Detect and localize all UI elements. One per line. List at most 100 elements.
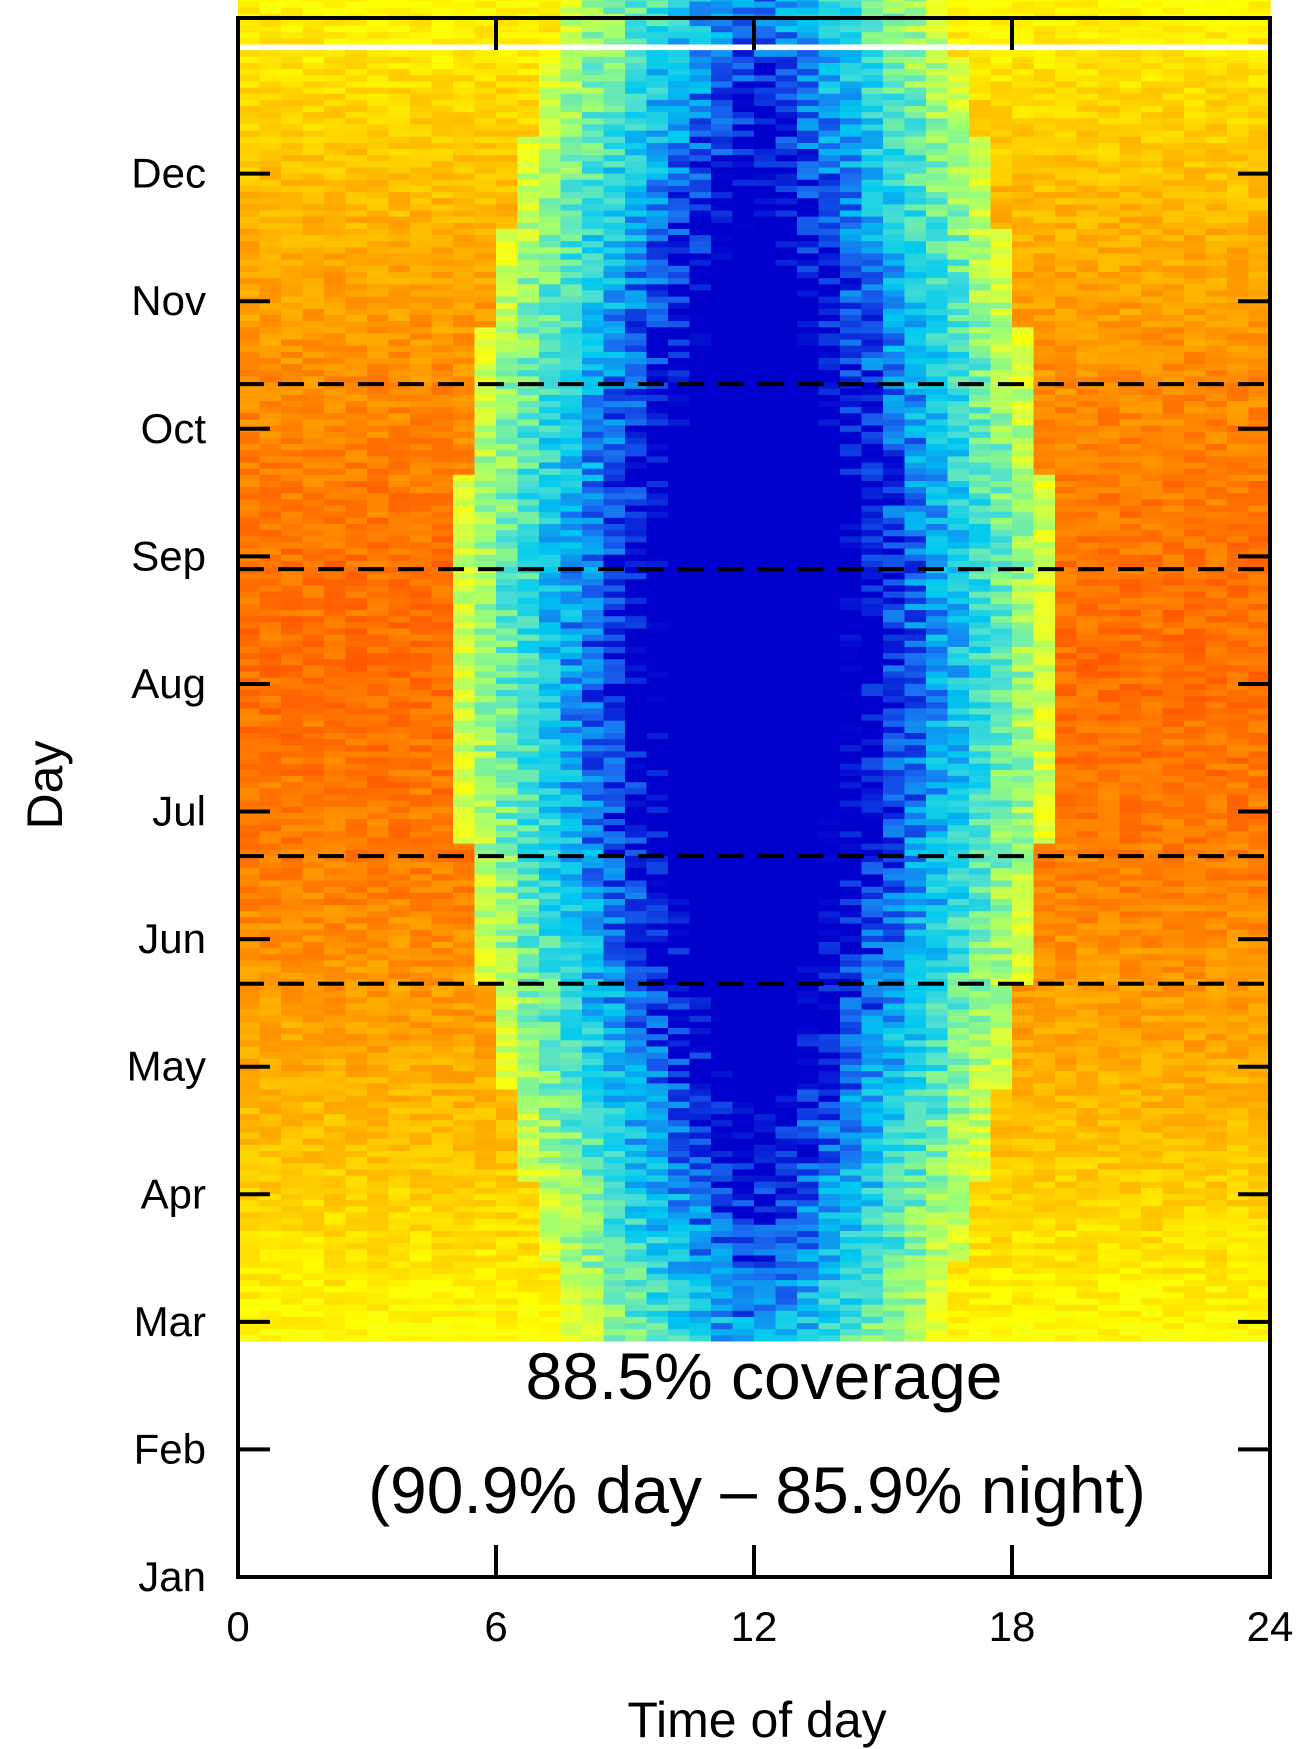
heatmap-cell xyxy=(1141,1052,1164,1059)
heatmap-cell xyxy=(1055,1334,1078,1342)
heatmap-cell xyxy=(324,1082,347,1090)
heatmap-cell xyxy=(861,1211,884,1219)
heatmap-cell xyxy=(1141,941,1164,949)
heatmap-cell xyxy=(345,966,368,973)
heatmap-cell xyxy=(517,701,540,709)
heatmap-cell xyxy=(1033,929,1056,936)
heatmap-cell xyxy=(969,1316,992,1324)
heatmap-cell xyxy=(840,720,863,727)
heatmap-cell xyxy=(646,1082,669,1090)
heatmap-cell xyxy=(238,953,261,961)
heatmap-cell xyxy=(1205,1070,1228,1078)
heatmap-cell xyxy=(668,843,691,850)
heatmap-cell xyxy=(689,861,712,869)
heatmap-cell xyxy=(668,923,691,930)
heatmap-cell xyxy=(1184,1285,1207,1293)
heatmap-cell xyxy=(1184,1224,1207,1231)
heatmap-cell xyxy=(603,750,626,758)
heatmap-cell xyxy=(969,1015,992,1022)
heatmap-cell xyxy=(1248,1039,1271,1047)
heatmap-cell xyxy=(1119,1107,1142,1115)
heatmap-cell xyxy=(302,1193,325,1201)
heatmap-cell xyxy=(711,1150,734,1158)
heatmap-cell xyxy=(1119,707,1142,715)
heatmap-cell xyxy=(775,996,798,1004)
heatmap-cell xyxy=(1227,996,1250,1004)
heatmap-cell xyxy=(689,972,712,979)
heatmap-cell xyxy=(797,867,820,875)
heatmap-cell xyxy=(388,861,411,869)
heatmap-cell xyxy=(883,1119,906,1127)
heatmap-cell xyxy=(818,843,841,850)
heatmap-cell xyxy=(1162,701,1185,709)
heatmap-cell xyxy=(1119,892,1142,899)
heatmap-cell xyxy=(861,707,884,715)
heatmap-cell xyxy=(238,738,261,746)
heatmap-cell xyxy=(947,750,970,758)
heatmap-cell xyxy=(539,1107,562,1115)
heatmap-cell xyxy=(926,1144,949,1151)
heatmap-cell xyxy=(818,1328,841,1336)
heatmap-cell xyxy=(969,1039,992,1047)
heatmap-cell xyxy=(431,1334,454,1342)
heatmap-cell xyxy=(1076,800,1099,807)
heatmap-cell xyxy=(496,1009,519,1016)
heatmap-cell xyxy=(1227,707,1250,715)
heatmap-cell xyxy=(453,904,476,912)
heatmap-cell xyxy=(1141,781,1164,789)
heatmap-cell xyxy=(732,806,755,813)
heatmap-cell xyxy=(410,873,433,881)
heatmap-cell xyxy=(775,843,798,850)
heatmap-cell xyxy=(904,1082,927,1090)
heatmap-cell xyxy=(302,763,325,770)
heatmap-cell xyxy=(689,1254,712,1262)
heatmap-cell xyxy=(1055,1304,1078,1311)
heatmap-cell xyxy=(1227,1175,1250,1182)
heatmap-cell xyxy=(969,916,992,924)
heatmap-cell xyxy=(711,1199,734,1207)
heatmap-cell xyxy=(775,1304,798,1311)
heatmap-cell xyxy=(1184,1058,1207,1065)
heatmap-cell xyxy=(603,1162,626,1170)
heatmap-cell xyxy=(1162,959,1185,967)
heatmap-cell xyxy=(904,929,927,936)
heatmap-cell xyxy=(797,923,820,930)
heatmap-cell xyxy=(1076,750,1099,758)
heatmap-cell xyxy=(324,1162,347,1170)
heatmap-cell xyxy=(969,812,992,819)
heatmap-cell xyxy=(431,1205,454,1213)
heatmap-cell xyxy=(281,873,304,881)
heatmap-cell xyxy=(947,1144,970,1151)
heatmap-cell xyxy=(818,824,841,832)
heatmap-cell xyxy=(388,1009,411,1016)
heatmap-cell xyxy=(1227,1052,1250,1059)
heatmap-cell xyxy=(238,1224,261,1231)
heatmap-cell xyxy=(969,1132,992,1139)
heatmap-cell xyxy=(474,830,497,838)
heatmap-cell xyxy=(560,1125,583,1133)
heatmap-cell xyxy=(840,806,863,813)
heatmap-cell xyxy=(947,738,970,746)
heatmap-cell xyxy=(560,1002,583,1010)
heatmap-cell xyxy=(1076,775,1099,783)
heatmap-cell xyxy=(947,1076,970,1084)
heatmap-cell xyxy=(818,1254,841,1262)
heatmap-cell xyxy=(539,996,562,1004)
heatmap-cell xyxy=(1033,941,1056,949)
heatmap-cell xyxy=(947,1021,970,1028)
heatmap-cell xyxy=(754,935,777,942)
heatmap-cell xyxy=(818,1002,841,1010)
heatmap-cell xyxy=(711,941,734,949)
heatmap-cell xyxy=(517,855,540,863)
heatmap-cell xyxy=(990,1248,1013,1256)
heatmap-cell xyxy=(302,1162,325,1170)
heatmap-cell xyxy=(926,892,949,899)
heatmap-cell xyxy=(732,1279,755,1287)
heatmap-cell xyxy=(1119,929,1142,936)
heatmap-cell xyxy=(1227,1224,1250,1231)
heatmap-cell xyxy=(474,910,497,918)
heatmap-cell xyxy=(711,1285,734,1293)
heatmap-cell xyxy=(990,1027,1013,1035)
heatmap-cell xyxy=(926,849,949,856)
heatmap-cell xyxy=(1055,959,1078,967)
